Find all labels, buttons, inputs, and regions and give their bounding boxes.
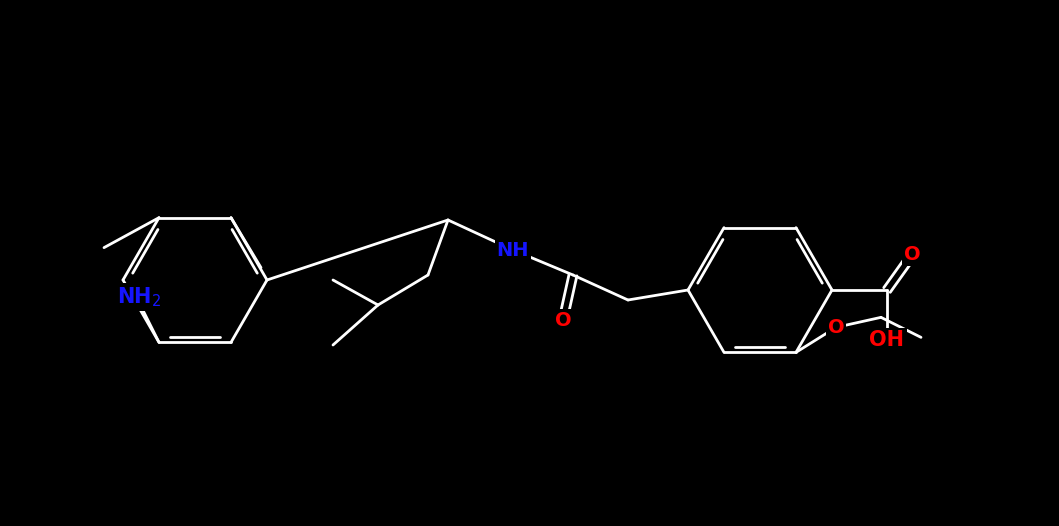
Text: OH: OH [869, 330, 904, 350]
Text: O: O [828, 318, 844, 337]
Text: NH$_2$: NH$_2$ [116, 286, 161, 309]
Text: O: O [903, 246, 920, 265]
Text: NH: NH [497, 240, 530, 259]
Text: O: O [555, 310, 571, 329]
